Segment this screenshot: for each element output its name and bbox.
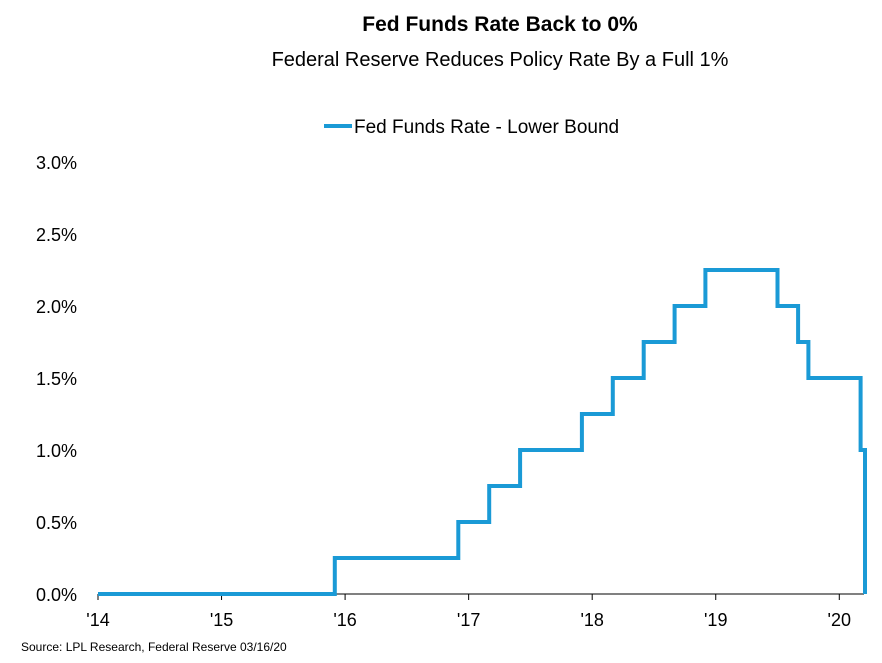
- series-line-fed-funds-rate: [98, 268, 867, 596]
- y-tick-label: 3.0%: [36, 153, 77, 173]
- legend: Fed Funds Rate - Lower Bound: [324, 117, 619, 138]
- y-tick-label: 2.5%: [36, 225, 77, 245]
- y-axis: 0.0% 0.5% 1.0% 1.5% 2.0% 2.5% 3.0%: [36, 153, 77, 605]
- y-tick-label: 1.5%: [36, 369, 77, 389]
- x-tick-label: '16: [333, 610, 356, 630]
- y-tick-label: 1.0%: [36, 441, 77, 461]
- x-tick-label: '14: [86, 610, 109, 630]
- series-layer: [98, 268, 867, 596]
- chart-title: Fed Funds Rate Back to 0%: [362, 13, 638, 36]
- y-tick-label: 2.0%: [36, 297, 77, 317]
- x-axis: '14 '15 '16 '17 '18 '19 '20: [86, 594, 851, 630]
- x-tick-label: '15: [210, 610, 233, 630]
- source-note: Source: LPL Research, Federal Reserve 03…: [21, 640, 287, 654]
- y-tick-label: 0.0%: [36, 585, 77, 605]
- legend-label: Fed Funds Rate - Lower Bound: [354, 117, 619, 138]
- x-tick-label: '20: [828, 610, 851, 630]
- y-tick-label: 0.5%: [36, 513, 77, 533]
- x-tick-label: '17: [457, 610, 480, 630]
- x-tick-label: '19: [704, 610, 727, 630]
- x-tick-label: '18: [580, 610, 603, 630]
- chart-subtitle: Federal Reserve Reduces Policy Rate By a…: [272, 49, 729, 71]
